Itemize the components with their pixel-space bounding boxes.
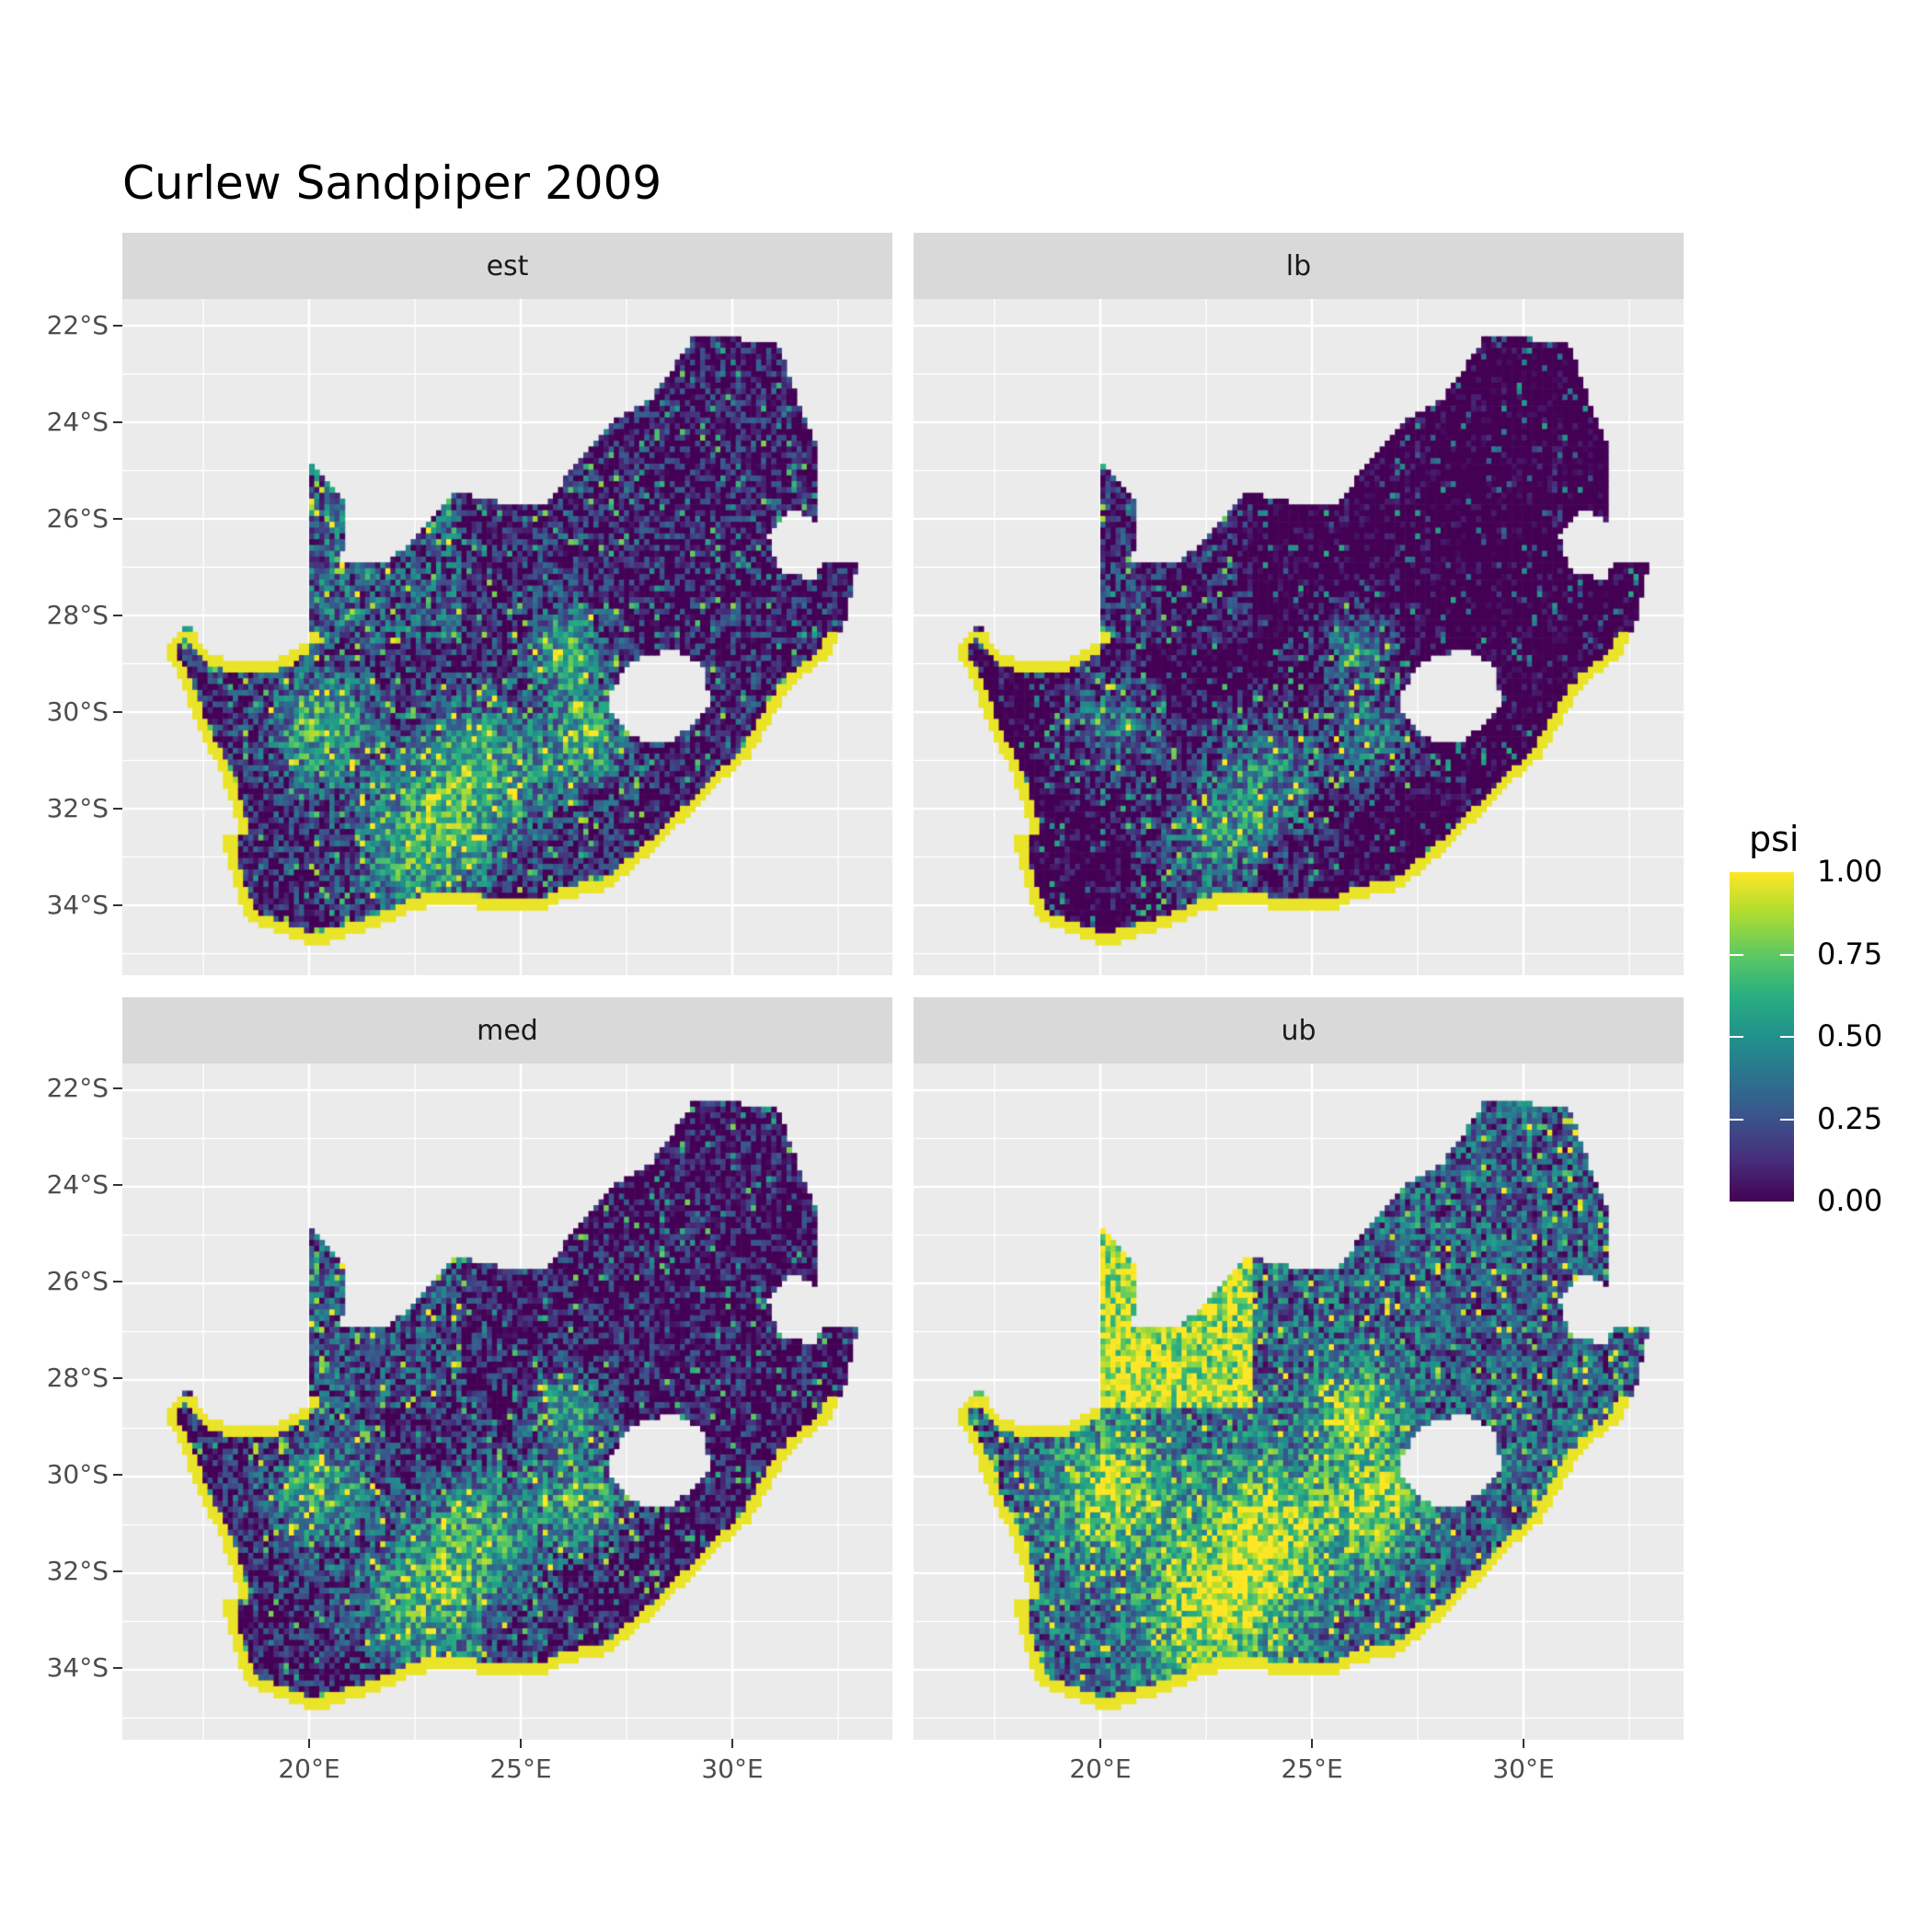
x-tick bbox=[1099, 1739, 1101, 1748]
legend-tick bbox=[1730, 1118, 1743, 1121]
y-tick-label: 24°S bbox=[46, 407, 109, 437]
y-tick bbox=[113, 615, 122, 616]
chart-title: Curlew Sandpiper 2009 bbox=[122, 156, 662, 210]
x-tick bbox=[308, 1739, 310, 1748]
y-tick-label: 34°S bbox=[46, 1652, 109, 1683]
legend-tick bbox=[1730, 953, 1743, 956]
y-tick-label: 32°S bbox=[46, 793, 109, 823]
y-tick bbox=[113, 1087, 122, 1089]
facet-strip-est: est bbox=[122, 233, 892, 299]
psi-raster-ub bbox=[914, 1064, 1684, 1740]
y-tick-label: 30°S bbox=[46, 1459, 109, 1489]
y-tick bbox=[113, 808, 122, 810]
x-tick bbox=[731, 1739, 733, 1748]
y-tick bbox=[113, 1570, 122, 1572]
y-tick bbox=[113, 1281, 122, 1282]
y-tick-label: 28°S bbox=[46, 1363, 109, 1393]
facet-strip-ub: ub bbox=[914, 997, 1684, 1064]
y-tick-label: 30°S bbox=[46, 696, 109, 727]
y-tick-label: 26°S bbox=[46, 503, 109, 534]
y-tick bbox=[113, 1667, 122, 1669]
x-tick-label: 25°E bbox=[1281, 1754, 1343, 1784]
legend-label: 0.00 bbox=[1817, 1183, 1883, 1218]
x-tick-label: 30°E bbox=[1492, 1754, 1555, 1784]
legend-tick bbox=[1730, 1036, 1743, 1038]
y-tick bbox=[113, 1184, 122, 1186]
legend-label: 0.50 bbox=[1817, 1018, 1883, 1053]
y-tick bbox=[113, 904, 122, 906]
legend-label: 1.00 bbox=[1817, 854, 1883, 889]
y-tick-label: 24°S bbox=[46, 1169, 109, 1200]
x-tick bbox=[1311, 1739, 1313, 1748]
y-tick-label: 22°S bbox=[46, 1073, 109, 1103]
psi-raster-lb bbox=[914, 299, 1684, 975]
psi-raster-est bbox=[122, 299, 892, 975]
y-tick-label: 32°S bbox=[46, 1556, 109, 1586]
facet-panel-est bbox=[122, 299, 892, 975]
y-tick-label: 28°S bbox=[46, 600, 109, 630]
x-tick-label: 20°E bbox=[1069, 1754, 1132, 1784]
facet-panel-ub bbox=[914, 1064, 1684, 1740]
y-tick-label: 34°S bbox=[46, 890, 109, 920]
y-tick bbox=[113, 711, 122, 713]
y-tick bbox=[113, 1377, 122, 1379]
y-tick-label: 22°S bbox=[46, 310, 109, 340]
x-tick bbox=[1523, 1739, 1524, 1748]
legend-title: psi bbox=[1749, 819, 1800, 859]
legend-label: 0.25 bbox=[1817, 1100, 1883, 1136]
legend-tick bbox=[1780, 953, 1794, 956]
x-tick-label: 20°E bbox=[278, 1754, 340, 1784]
psi-raster-med bbox=[122, 1064, 892, 1740]
y-tick bbox=[113, 518, 122, 520]
y-tick bbox=[113, 421, 122, 423]
facet-panel-lb bbox=[914, 299, 1684, 975]
legend-label: 0.75 bbox=[1817, 936, 1883, 972]
y-tick-label: 26°S bbox=[46, 1266, 109, 1296]
facet-strip-lb: lb bbox=[914, 233, 1684, 299]
x-tick-label: 25°E bbox=[489, 1754, 552, 1784]
y-tick bbox=[113, 325, 122, 327]
x-tick-label: 30°E bbox=[701, 1754, 764, 1784]
legend-tick bbox=[1780, 1036, 1794, 1038]
x-tick bbox=[520, 1739, 522, 1748]
facet-panel-med bbox=[122, 1064, 892, 1740]
legend-tick bbox=[1780, 1118, 1794, 1121]
facet-strip-med: med bbox=[122, 997, 892, 1064]
y-tick bbox=[113, 1474, 122, 1476]
